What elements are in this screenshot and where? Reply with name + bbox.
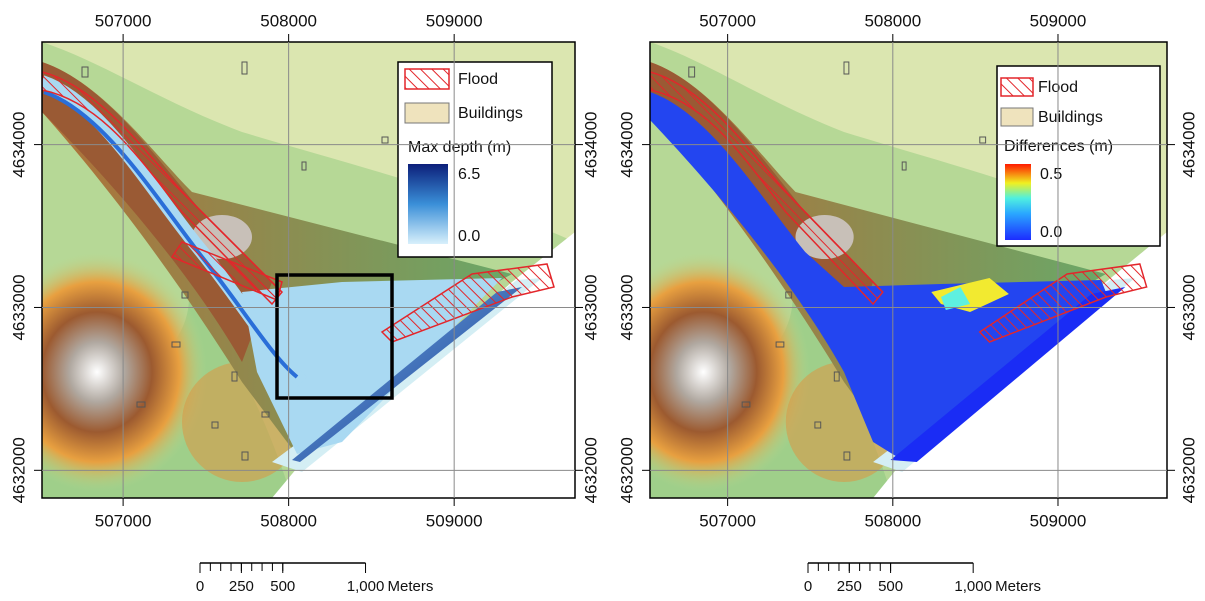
y-tick-label: 4633000 — [1179, 274, 1198, 340]
x-tick-label: 508000 — [260, 511, 317, 530]
scale-label: 250 — [837, 578, 862, 595]
y-tick-label: 4634000 — [617, 112, 636, 178]
x-tick-label: 509000 — [426, 11, 483, 30]
legend-label: Flood — [458, 71, 498, 88]
page: {"maps": [ {"xlim": [506510, 509730], "y… — [0, 0, 1205, 601]
ramp-min: 0.0 — [1040, 224, 1062, 241]
scale-label: 0 — [196, 578, 204, 595]
x-tick-label: 507000 — [95, 11, 152, 30]
scale-label: 1,000 — [954, 578, 992, 595]
flood-swatch — [1001, 78, 1033, 96]
x-tick-label: 507000 — [699, 11, 756, 30]
scale-label: 500 — [270, 578, 295, 595]
y-tick-label: 4634000 — [9, 112, 28, 178]
ramp-min: 0.0 — [458, 228, 480, 245]
color-ramp — [408, 164, 448, 244]
legend-label: Buildings — [458, 105, 523, 122]
color-ramp — [1005, 164, 1031, 240]
ramp-max: 0.5 — [1040, 166, 1062, 183]
y-tick-label: 4632000 — [581, 437, 600, 503]
flood-swatch — [405, 69, 449, 89]
y-tick-label: 4632000 — [617, 437, 636, 503]
buildings-swatch — [405, 103, 449, 123]
y-tick-label: 4633000 — [617, 274, 636, 340]
scale-label: 250 — [229, 578, 254, 595]
scale-unit: Meters — [388, 578, 434, 595]
y-tick-label: 4633000 — [581, 274, 600, 340]
ramp-max: 6.5 — [458, 166, 480, 183]
legend-title: Max depth (m) — [408, 139, 511, 156]
legend-left: Flood Buildings Max depth (m) 6.5 0.0 — [398, 62, 552, 257]
scale-unit: Meters — [995, 578, 1041, 595]
y-tick-label: 4634000 — [1179, 112, 1198, 178]
x-tick-label: 508000 — [864, 11, 921, 30]
y-tick-label: 4632000 — [9, 437, 28, 503]
y-tick-label: 4633000 — [9, 274, 28, 340]
y-tick-label: 4634000 — [581, 112, 600, 178]
scale-label: 0 — [804, 578, 812, 595]
x-tick-label: 509000 — [1030, 11, 1087, 30]
x-tick-label: 507000 — [95, 511, 152, 530]
x-tick-label: 508000 — [260, 11, 317, 30]
scale-label: 1,000 — [347, 578, 385, 595]
x-tick-label: 509000 — [426, 511, 483, 530]
y-tick-label: 4632000 — [1179, 437, 1198, 503]
buildings-swatch — [1001, 108, 1033, 126]
scale-label: 500 — [878, 578, 903, 595]
legend-title: Differences (m) — [1004, 138, 1113, 155]
legend-right: Flood Buildings Differences (m) 0.5 0.0 — [997, 66, 1160, 246]
x-tick-label: 509000 — [1030, 511, 1087, 530]
x-tick-label: 508000 — [864, 511, 921, 530]
legend-label: Buildings — [1038, 109, 1103, 126]
x-tick-label: 507000 — [699, 511, 756, 530]
figure: Flood Buildings Max depth (m) 6.5 0.0 Fl… — [0, 0, 1205, 596]
